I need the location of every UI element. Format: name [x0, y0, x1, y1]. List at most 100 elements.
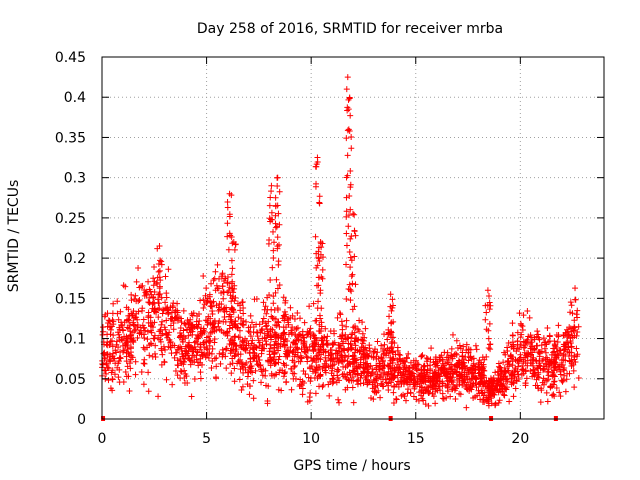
data-point: [360, 353, 367, 360]
data-point: [165, 266, 172, 273]
data-point: [516, 346, 523, 353]
data-point: [465, 381, 472, 388]
data-point: [528, 343, 535, 350]
data-point: [542, 361, 549, 368]
data-point: [156, 243, 163, 250]
data-point: [334, 374, 341, 381]
data-point: [449, 331, 456, 338]
data-point: [138, 283, 145, 290]
data-point: [345, 126, 352, 133]
data-point: [236, 376, 243, 383]
data-point: [197, 369, 204, 376]
y-tick-label: 0.35: [55, 130, 86, 146]
data-point: [237, 334, 244, 341]
data-point: [522, 382, 529, 389]
data-point: [518, 366, 525, 373]
data-point: [132, 358, 139, 365]
data-point: [314, 375, 321, 382]
x-tick-label: 15: [407, 431, 425, 447]
data-point: [273, 345, 280, 352]
data-point: [222, 330, 229, 337]
data-point: [226, 230, 233, 237]
data-point: [317, 372, 324, 379]
data-point: [229, 265, 236, 272]
data-point: [378, 355, 385, 362]
data-point: [566, 370, 573, 377]
data-point: [475, 359, 482, 366]
data-point: [267, 356, 274, 363]
data-point: [356, 347, 363, 354]
data-point: [435, 383, 442, 390]
data-point: [99, 361, 106, 368]
data-point: [177, 358, 184, 365]
data-point: [284, 352, 291, 359]
data-point: [372, 346, 379, 353]
data-point: [512, 365, 519, 372]
data-point: [138, 369, 145, 376]
data-point: [453, 337, 460, 344]
data-point: [200, 273, 207, 280]
data-point: [319, 266, 326, 273]
data-point: [177, 324, 184, 331]
data-point: [384, 336, 391, 343]
data-point: [513, 378, 520, 385]
data-point: [509, 332, 516, 339]
data-point: [280, 338, 287, 345]
data-point: [552, 343, 559, 350]
data-point: [232, 322, 239, 329]
data-point: [520, 338, 527, 345]
data-point: [194, 312, 201, 319]
data-point: [293, 325, 300, 332]
data-point: [550, 391, 557, 398]
data-point: [136, 297, 143, 304]
data-point: [274, 182, 281, 189]
data-point: [574, 329, 581, 336]
data-point: [327, 356, 334, 363]
data-point: [167, 339, 174, 346]
data-point: [348, 344, 355, 351]
data-point: [378, 342, 385, 349]
data-point: [431, 369, 438, 376]
data-point: [347, 206, 354, 213]
data-point: [351, 253, 358, 260]
data-point: [553, 331, 560, 338]
data-point: [352, 342, 359, 349]
data-point: [180, 333, 187, 340]
data-point: [389, 356, 396, 363]
data-point: [223, 345, 230, 352]
data-point: [228, 257, 235, 264]
data-point: [280, 331, 287, 338]
data-point: [517, 341, 524, 348]
data-point: [352, 281, 359, 288]
data-point: [361, 369, 368, 376]
data-point: [306, 303, 313, 310]
data-point: [338, 358, 345, 365]
data-point: [470, 355, 477, 362]
data-point: [518, 322, 525, 329]
data-point: [240, 317, 247, 324]
data-point: [194, 335, 201, 342]
data-point: [239, 321, 246, 328]
data-point: [145, 299, 152, 306]
data-point: [328, 355, 335, 362]
data-point: [229, 360, 236, 367]
data-point: [360, 359, 367, 366]
data-point: [564, 334, 571, 341]
data-point: [346, 95, 353, 102]
data-point: [329, 341, 336, 348]
data-point: [368, 353, 375, 360]
data-point: [219, 353, 226, 360]
data-point: [204, 298, 211, 305]
data-point: [448, 352, 455, 359]
data-point: [182, 335, 189, 342]
data-point: [191, 375, 198, 382]
data-point: [477, 396, 484, 403]
data-point: [213, 363, 220, 370]
data-point: [174, 357, 181, 364]
data-point: [347, 346, 354, 353]
data-point: [140, 381, 147, 388]
data-point: [374, 338, 381, 345]
data-point: [160, 343, 167, 350]
data-point: [393, 381, 400, 388]
data-point: [235, 314, 242, 321]
